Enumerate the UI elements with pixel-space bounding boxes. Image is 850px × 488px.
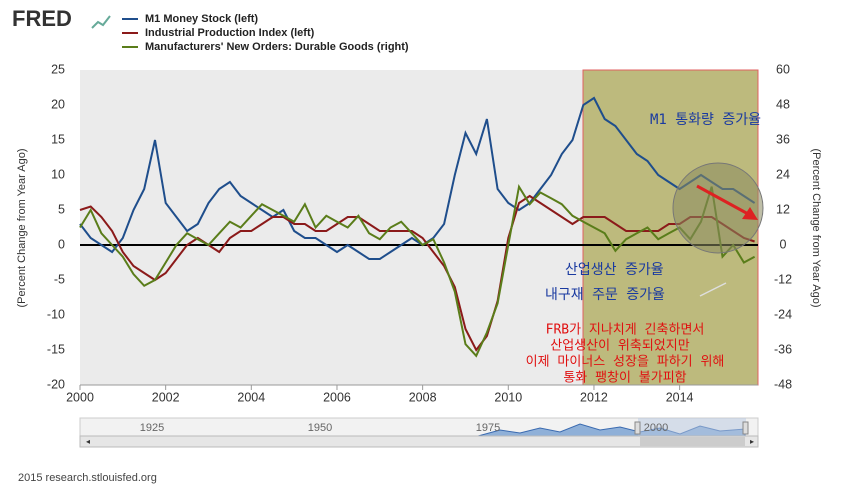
footer: 2015 research.stlouisfed.org (18, 472, 157, 484)
annotation: 내구재 주문 증가율 (545, 287, 665, 303)
navigator-handle[interactable] (634, 421, 641, 435)
y2-tick-label: -48 (774, 377, 792, 391)
annotation: 통화 팽창이 불가피함 (563, 371, 686, 386)
scrollbar-thumb[interactable] (640, 437, 745, 446)
logo: FRED (12, 6, 72, 31)
y-tick-label: 0 (58, 237, 65, 251)
series-line (79, 183, 756, 358)
navigator-label: 1950 (308, 422, 332, 434)
logo-icon (91, 15, 111, 29)
legend-label: Industrial Production Index (left) (145, 27, 315, 39)
x-tick-label: 2014 (666, 390, 694, 404)
y-tick-label: 15 (51, 132, 65, 146)
pointer-line (699, 282, 727, 297)
navigator-label: 1975 (476, 422, 500, 434)
annotation: 산업생산이 위축되었지만 (550, 339, 689, 354)
y-tick-label: 20 (51, 97, 65, 111)
highlight-circle (672, 162, 764, 254)
y2-axis-label: (Percent Change from Year Ago) (810, 149, 822, 308)
legend-label: M1 Money Stock (left) (145, 13, 258, 25)
annotation: FRB가 지나치게 긴축하면서 (546, 323, 705, 338)
x-tick-label: 2012 (580, 390, 608, 404)
x-tick-label: 2002 (152, 390, 180, 404)
annotation: 이제 마이너스 성장을 파하기 위해 (526, 355, 725, 370)
y2-tick-label: 48 (776, 97, 790, 111)
trend-arrow (696, 184, 751, 217)
y-tick-label: -15 (47, 342, 65, 356)
series-line (79, 96, 756, 260)
grid (79, 384, 758, 390)
x-tick-label: 2000 (66, 390, 94, 404)
y2-tick-label: -24 (774, 307, 792, 321)
y-tick-label: 5 (58, 202, 65, 216)
scrollbar[interactable] (79, 435, 759, 448)
y2-tick-label: 0 (780, 237, 787, 251)
y2-tick-label: -12 (774, 272, 792, 286)
y2-tick-label: 36 (776, 132, 790, 146)
scroll-left[interactable]: ◂ (86, 437, 90, 446)
y2-tick-label: 60 (776, 62, 790, 76)
lines (79, 96, 758, 358)
x-tick-label: 2006 (323, 390, 351, 404)
navigator-handle[interactable] (742, 421, 749, 435)
y-axis-label: (Percent Change from Year Ago) (16, 149, 28, 308)
y-tick-label: 10 (51, 167, 65, 181)
legend: M1 Money Stock (left) Industrial Producti… (122, 13, 409, 53)
annotation: M1 통화량 증가율 (650, 112, 761, 128)
annotation: 산업생산 증가율 (565, 262, 664, 278)
navigator-label: 1925 (140, 422, 164, 434)
y2-tick-label: 12 (776, 202, 790, 216)
navigator-label: 2000 (644, 422, 668, 434)
y2-tick-label: -36 (774, 342, 792, 356)
y-tick-label: -20 (47, 377, 65, 391)
y2-tick-label: 24 (776, 167, 790, 181)
x-tick-label: 2010 (494, 390, 522, 404)
arrow-head (742, 207, 758, 220)
y-tick-label: 25 (51, 62, 65, 76)
y-tick-label: -5 (54, 272, 65, 286)
x-tick-label: 2008 (409, 390, 437, 404)
x-tick-label: 2004 (237, 390, 265, 404)
scroll-right[interactable]: ▸ (750, 437, 754, 446)
legend-label: Manufacturers' New Orders: Durable Goods… (145, 41, 409, 53)
y-tick-label: -10 (47, 307, 65, 321)
